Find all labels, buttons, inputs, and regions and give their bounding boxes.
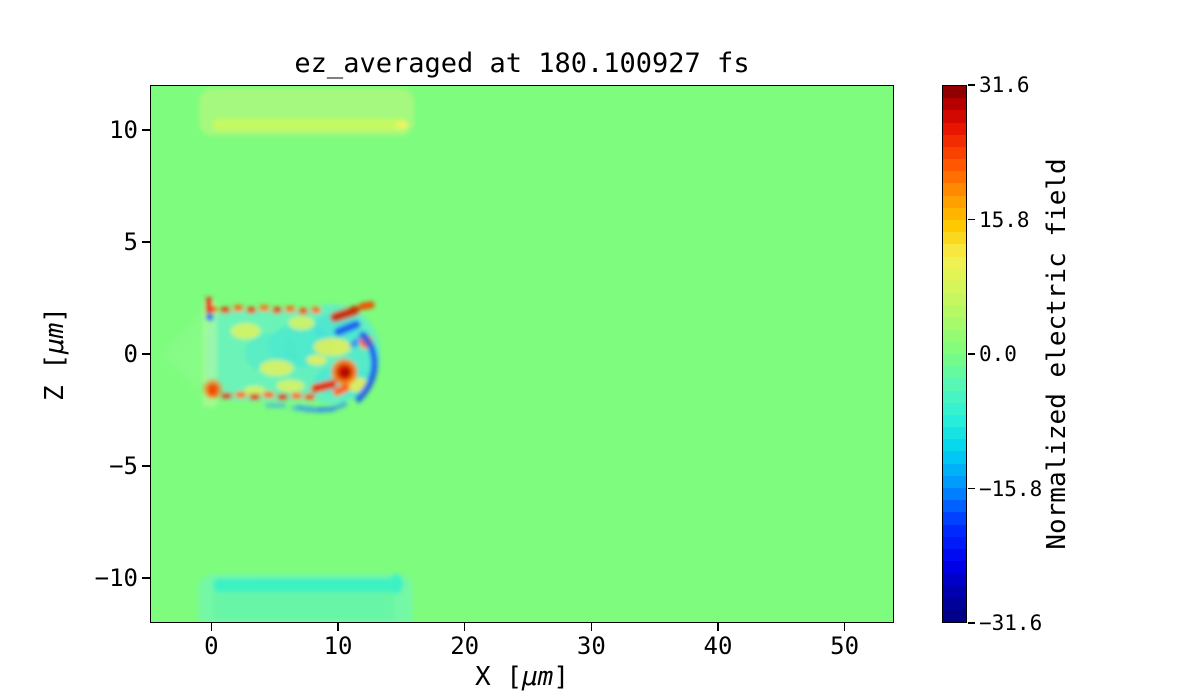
colorbar-label: Normalized electric field [1042, 158, 1072, 550]
colorbar-tick-label: 31.6 [979, 73, 1030, 97]
colorbar-band [943, 597, 966, 611]
x-tick-label: 50 [830, 632, 860, 660]
y-tick-label: 5 [123, 227, 138, 256]
wake-structure [202, 297, 381, 413]
pre-plasma-haze [160, 307, 207, 401]
x-tick-label: 20 [450, 632, 480, 660]
y-tick-label: 0 [123, 340, 138, 368]
y-tick-mark [142, 577, 150, 579]
y-tick-mark [142, 241, 150, 243]
colorbar-band [943, 451, 966, 465]
x-tick-label: 0 [204, 632, 219, 660]
y-tick-mark [142, 353, 150, 355]
colorbar-band [943, 268, 966, 282]
colorbar-band [943, 317, 966, 331]
colorbar-band [943, 475, 966, 490]
colorbar-tick-label: 0.0 [979, 342, 1017, 366]
y-axis-unit: μm [40, 322, 70, 354]
colorbar-tick-mark [968, 218, 975, 221]
upper-spike-row [207, 305, 321, 315]
colorbar-band [943, 536, 966, 550]
y-axis-label: Z [μm] [40, 307, 70, 401]
colorbar-tick-mark [968, 622, 975, 624]
lower-edge-band [198, 574, 413, 622]
x-tick-label: 30 [576, 632, 606, 660]
colorbar-band [943, 439, 966, 453]
colorbar-band [943, 110, 966, 124]
chart-title: ez_averaged at 180.100927 fs [294, 48, 750, 79]
x-tick-mark [590, 623, 593, 631]
colorbar-band [943, 207, 966, 222]
colorbar-band [943, 378, 966, 392]
colorbar [942, 85, 967, 623]
colorbar-band [943, 159, 966, 173]
colorbar-band [943, 305, 966, 319]
colorbar-band [943, 390, 966, 404]
colorbar-band [943, 146, 966, 161]
y-tick-mark [142, 465, 150, 467]
colorbar-band [943, 86, 966, 100]
x-tick-mark [843, 623, 846, 631]
colorbar-band [943, 573, 966, 587]
colorbar-band [943, 329, 966, 343]
x-tick-label: 40 [703, 632, 733, 660]
x-axis-label: X [μm] [475, 662, 569, 692]
y-tick-mark [142, 129, 150, 131]
colorbar-band [943, 524, 966, 538]
colorbar-tick-label: 15.8 [979, 207, 1030, 232]
y-tick-label: −10 [94, 564, 138, 593]
colorbar-band [943, 293, 966, 307]
colorbar-band [943, 244, 966, 258]
colorbar-band [943, 183, 966, 197]
colorbar-tick-mark [968, 84, 975, 86]
colorbar-tick-mark [968, 353, 975, 355]
colorbar-band [943, 561, 966, 575]
colorbar-band [943, 122, 966, 136]
colorbar-band [943, 98, 966, 112]
colorbar-tick-label: −15.8 [979, 476, 1043, 501]
x-tick-label: 10 [323, 632, 353, 660]
colorbar-band [943, 220, 966, 234]
heatmap-canvas [151, 86, 893, 622]
colorbar-band [943, 427, 966, 441]
y-tick-label: 10 [109, 115, 138, 144]
colorbar-band [943, 171, 966, 185]
colorbar-band [943, 341, 966, 356]
colorbar-band [943, 488, 966, 502]
colorbar-band [943, 512, 966, 526]
x-tick-mark [337, 623, 339, 631]
colorbar-band [943, 256, 966, 270]
colorbar-band [943, 414, 966, 429]
x-axis-unit: μm [522, 662, 554, 692]
colorbar-band [943, 195, 966, 209]
colorbar-band [943, 585, 966, 599]
colorbar-band [943, 463, 966, 477]
x-tick-mark [210, 623, 213, 631]
colorbar-band [943, 500, 966, 514]
colorbar-tick-mark [968, 487, 975, 490]
y-tick-label: −5 [109, 452, 138, 481]
colorbar-band [943, 366, 966, 380]
colorbar-band [943, 402, 966, 416]
colorbar-band [943, 232, 966, 246]
x-tick-mark [717, 623, 719, 631]
colorbar-band [943, 134, 966, 148]
x-tick-mark [463, 623, 466, 631]
colorbar-band [943, 354, 966, 368]
colorbar-band [943, 280, 966, 295]
colorbar-band [943, 548, 966, 563]
plot-area [150, 85, 894, 623]
colorbar-tick-label: −31.6 [979, 611, 1043, 635]
upper-edge-band [198, 87, 415, 136]
colorbar-band [943, 609, 966, 622]
